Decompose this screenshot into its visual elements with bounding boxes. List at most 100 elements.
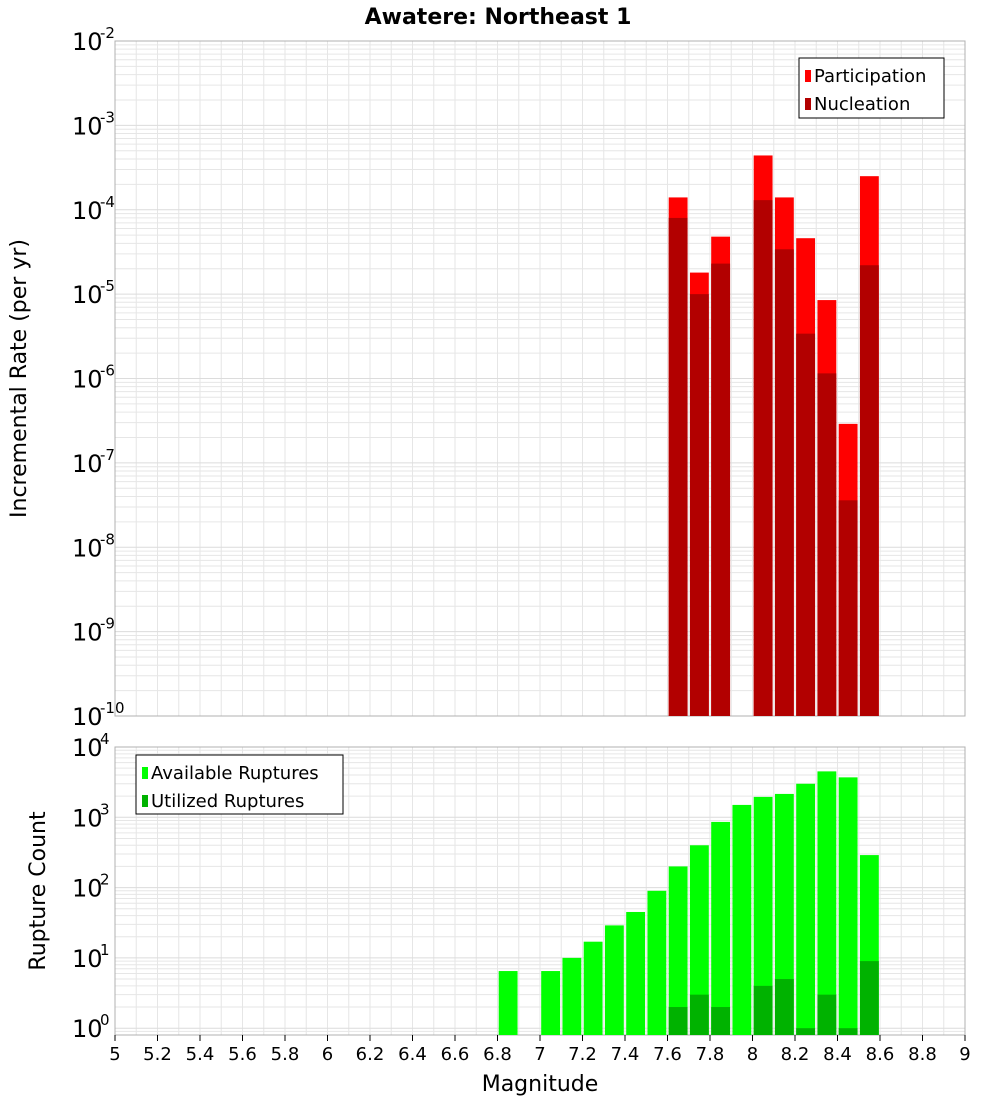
x-tick-label: 6.6 <box>441 1044 470 1065</box>
bar-available <box>689 845 709 1035</box>
legend-label: Utilized Ruptures <box>151 791 304 812</box>
chart-title: Awatere: Northeast 1 <box>365 5 632 30</box>
y-tick-label: 10 <box>72 281 103 309</box>
y-tick-exponent: 1 <box>100 941 110 959</box>
y-axis-title: Incremental Rate (per yr) <box>7 239 32 518</box>
y-tick-label: 10 <box>72 450 103 478</box>
y-tick-label: 10 <box>72 804 103 832</box>
bar-available <box>838 777 858 1035</box>
x-tick-label: 5 <box>109 1044 120 1065</box>
x-tick-label: 7 <box>534 1044 545 1065</box>
legend-box <box>798 57 945 119</box>
y-tick-label: 10 <box>72 703 103 731</box>
y-tick-exponent: 3 <box>100 800 110 818</box>
y-tick-label: 10 <box>72 366 103 394</box>
legend-swatch <box>142 795 148 807</box>
x-tick-label: 7.8 <box>696 1044 725 1065</box>
bar-utilized <box>796 1028 816 1035</box>
bar-available <box>753 796 773 1035</box>
y-tick-exponent: 2 <box>100 871 110 889</box>
x-tick-label: 8.8 <box>908 1044 937 1065</box>
y-tick-label: 10 <box>72 875 103 903</box>
bar-nucleation <box>774 249 794 716</box>
legend-label: Participation <box>814 66 926 87</box>
x-tick-label: 8.2 <box>781 1044 810 1065</box>
bar-available <box>796 783 816 1035</box>
legend-swatch <box>805 98 811 110</box>
bar-available <box>817 771 837 1035</box>
x-tick-label: 6.2 <box>356 1044 385 1065</box>
bar-available <box>647 890 667 1035</box>
y-tick-exponent: -3 <box>100 108 115 126</box>
y-tick-exponent: -9 <box>100 615 115 633</box>
y-tick-label: 10 <box>72 734 103 762</box>
legend-label: Available Ruptures <box>151 763 319 784</box>
bar-available <box>498 971 518 1035</box>
y-tick-exponent: -10 <box>100 699 125 717</box>
x-tick-label: 8.4 <box>823 1044 852 1065</box>
y-tick-label: 10 <box>72 112 103 140</box>
bar-available <box>541 971 561 1035</box>
y-tick-exponent: -5 <box>100 277 115 295</box>
bar-nucleation <box>753 200 773 716</box>
x-tick-label: 6 <box>322 1044 333 1065</box>
bar-nucleation <box>817 373 837 716</box>
y-tick-exponent: 0 <box>100 1011 110 1029</box>
x-tick-label: 7.4 <box>611 1044 640 1065</box>
x-tick-label: 5.2 <box>143 1044 172 1065</box>
x-tick-label: 7.2 <box>568 1044 597 1065</box>
bar-nucleation <box>668 217 688 716</box>
legend-swatch <box>142 767 148 779</box>
x-tick-label: 9 <box>959 1044 970 1065</box>
bar-utilized <box>689 994 709 1035</box>
bar-utilized <box>753 985 773 1035</box>
bar-nucleation <box>796 333 816 716</box>
rate-panel: 10-1010-910-810-710-610-510-410-310-2Inc… <box>7 24 966 731</box>
y-tick-exponent: -7 <box>100 446 115 464</box>
bar-utilized <box>817 994 837 1035</box>
bar-utilized <box>774 979 794 1035</box>
y-tick-label: 10 <box>72 534 103 562</box>
legend-label: Nucleation <box>814 94 910 115</box>
bar-available <box>583 941 603 1035</box>
y-tick-label: 10 <box>72 28 103 56</box>
y-tick-exponent: 4 <box>100 730 110 748</box>
x-tick-label: 8 <box>747 1044 758 1065</box>
x-tick-label: 5.4 <box>186 1044 215 1065</box>
y-tick-exponent: -2 <box>100 24 115 42</box>
y-tick-exponent: -6 <box>100 362 115 380</box>
x-tick-label: 5.8 <box>271 1044 300 1065</box>
y-tick-label: 10 <box>72 197 103 225</box>
bar-nucleation <box>711 263 731 716</box>
x-tick-label: 7.6 <box>653 1044 682 1065</box>
x-axis-title: Magnitude <box>482 1072 599 1097</box>
y-axis-title: Rupture Count <box>26 811 51 971</box>
bar-available <box>732 804 752 1035</box>
bar-nucleation <box>689 294 709 716</box>
bar-utilized <box>711 1007 731 1035</box>
bar-available <box>604 925 624 1035</box>
x-tick-label: 6.4 <box>398 1044 427 1065</box>
bar-available <box>774 793 794 1035</box>
plot-frame <box>114 40 966 717</box>
x-tick-label: 5.6 <box>228 1044 257 1065</box>
bar-nucleation <box>859 265 879 716</box>
x-tick-label: 6.8 <box>483 1044 512 1065</box>
x-tick-label: 8.6 <box>866 1044 895 1065</box>
bar-available <box>626 911 646 1035</box>
x-axis: 5 5.2 5.4 5.6 5.8 6 6.2 6.4 6.6 6.8 7 7.2 7.4 7.6 7.8 8… <box>109 1035 971 1065</box>
bar-utilized <box>859 961 879 1035</box>
y-tick-exponent: -8 <box>100 530 115 548</box>
y-tick-exponent: -4 <box>100 193 115 211</box>
bar-nucleation <box>838 500 858 716</box>
bar-available <box>668 866 688 1035</box>
legend-box <box>135 754 344 815</box>
y-tick-label: 10 <box>72 945 103 973</box>
bar-utilized <box>838 1028 858 1035</box>
legend-swatch <box>805 70 811 82</box>
y-tick-label: 10 <box>72 619 103 647</box>
y-tick-label: 10 <box>72 1015 103 1043</box>
bar-available <box>562 957 582 1035</box>
